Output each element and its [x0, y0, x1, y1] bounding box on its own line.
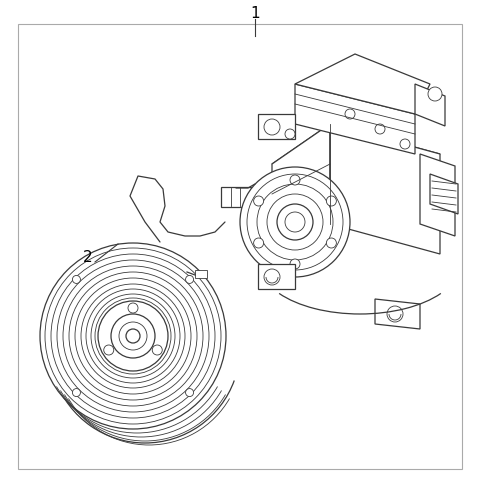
Polygon shape: [375, 300, 420, 329]
Circle shape: [240, 167, 350, 277]
Polygon shape: [420, 155, 455, 237]
Polygon shape: [258, 115, 295, 140]
Circle shape: [428, 88, 442, 102]
Circle shape: [290, 176, 300, 186]
Circle shape: [285, 212, 305, 232]
Text: 2: 2: [83, 249, 93, 264]
Polygon shape: [295, 55, 430, 115]
Circle shape: [128, 303, 138, 313]
Polygon shape: [330, 125, 440, 255]
Circle shape: [98, 302, 168, 371]
Circle shape: [104, 345, 114, 355]
Circle shape: [72, 389, 81, 397]
FancyBboxPatch shape: [221, 188, 251, 208]
Circle shape: [253, 197, 264, 207]
Circle shape: [119, 322, 147, 350]
Bar: [195, 271, 207, 278]
Circle shape: [253, 239, 264, 248]
Circle shape: [387, 306, 403, 322]
Polygon shape: [272, 125, 330, 264]
Circle shape: [111, 314, 155, 358]
Text: 1: 1: [250, 5, 260, 20]
Circle shape: [186, 276, 193, 284]
Circle shape: [375, 125, 385, 135]
Circle shape: [285, 130, 295, 140]
Circle shape: [345, 110, 355, 120]
Circle shape: [400, 140, 410, 150]
Circle shape: [277, 205, 313, 241]
Circle shape: [72, 276, 81, 284]
Circle shape: [264, 270, 280, 286]
Polygon shape: [295, 85, 415, 155]
Circle shape: [152, 345, 162, 355]
Circle shape: [326, 239, 336, 248]
Circle shape: [126, 329, 140, 343]
Circle shape: [326, 197, 336, 207]
Polygon shape: [415, 85, 445, 127]
Circle shape: [186, 389, 193, 397]
Polygon shape: [272, 125, 440, 195]
Circle shape: [40, 243, 226, 429]
Polygon shape: [258, 264, 295, 289]
Circle shape: [290, 259, 300, 270]
Circle shape: [264, 120, 280, 136]
Polygon shape: [430, 175, 458, 214]
